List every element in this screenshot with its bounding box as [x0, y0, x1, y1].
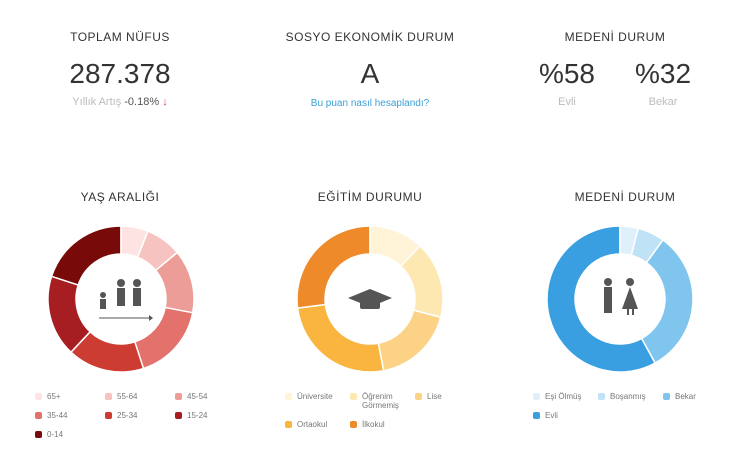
- legend-swatch: [598, 393, 605, 400]
- socio-grade: A: [360, 58, 380, 89]
- legend-item[interactable]: Lise: [415, 392, 480, 410]
- legend-swatch: [350, 421, 357, 428]
- legend-swatch: [415, 393, 422, 400]
- single-stat: %32 Bekar: [635, 44, 691, 108]
- total-population-card: TOPLAM NÜFUS 287.378 Yıllık Artış -0.18%…: [40, 30, 200, 108]
- legend-label: Evli: [545, 411, 558, 420]
- education-legend: Üniversite Öğrenim Görmemiş Lise Ortaokul İl…: [285, 392, 480, 429]
- arrow-down-icon: ↓: [162, 96, 168, 108]
- donut-slice[interactable]: [630, 227, 664, 264]
- donut-slice[interactable]: [377, 309, 442, 372]
- growth-value: -0.18%: [124, 96, 160, 108]
- stat-value: %32: [635, 58, 692, 89]
- legend-label: 35-44: [47, 411, 68, 420]
- legend-swatch: [285, 393, 292, 400]
- legend-item[interactable]: 45-54: [175, 392, 245, 401]
- legend-label: 0-14: [47, 430, 64, 439]
- marital-summary-card: MEDENİ DURUM %58 Evli %32 Bekar: [525, 30, 705, 108]
- legend-label: 55-64: [117, 392, 138, 401]
- legend-item[interactable]: 0-14: [35, 430, 105, 439]
- legend-item[interactable]: 35-44: [35, 411, 105, 420]
- donut-slice[interactable]: [640, 238, 694, 364]
- legend-swatch: [285, 421, 292, 428]
- donut-slice[interactable]: [296, 303, 385, 373]
- card-title: TOPLAM NÜFUS: [70, 30, 170, 44]
- growth-row: Yıllık Artış -0.18% ↓: [40, 96, 200, 108]
- donut-slice[interactable]: [69, 330, 145, 373]
- donut-slice[interactable]: [546, 225, 657, 373]
- legend-item[interactable]: Boşanmış: [598, 392, 663, 401]
- donut-slice[interactable]: [47, 275, 92, 354]
- legend-label: Ortaokul: [297, 420, 328, 429]
- legend-label: Öğrenim Görmemiş: [362, 392, 399, 410]
- population-value: 287.378: [69, 58, 171, 89]
- legend-label: Boşanmış: [610, 392, 646, 401]
- legend-label: Eşi Ölmüş: [545, 392, 582, 401]
- how-calculated-link[interactable]: Bu puan nasıl hesaplandı?: [310, 98, 430, 109]
- age-chart-title: YAŞ ARALIĞI: [80, 190, 160, 204]
- legend-item[interactable]: Eşi Ölmüş: [533, 392, 598, 401]
- legend-swatch: [350, 393, 357, 400]
- legend-swatch: [105, 412, 112, 419]
- legend-item[interactable]: Evli: [533, 411, 598, 420]
- legend-item[interactable]: İlkokul: [350, 420, 415, 429]
- age-legend: 65+ 55-64 45-54 35-44 25-34 15-24 0-14: [35, 392, 245, 439]
- legend-label: 25-34: [117, 411, 138, 420]
- legend-label: 15-24: [187, 411, 208, 420]
- donut-slice[interactable]: [133, 306, 194, 370]
- marital-legend: Eşi Ölmüş Boşanmış Bekar Evli: [533, 392, 728, 420]
- legend-item[interactable]: 15-24: [175, 411, 245, 420]
- donut-slice[interactable]: [399, 244, 444, 319]
- card-title: MEDENİ DURUM: [564, 30, 666, 44]
- legend-swatch: [105, 393, 112, 400]
- donut-slice[interactable]: [369, 225, 422, 268]
- growth-label: Yıllık Artış: [72, 96, 122, 108]
- legend-swatch: [35, 431, 42, 438]
- legend-item[interactable]: 65+: [35, 392, 105, 401]
- legend-item[interactable]: 25-34: [105, 411, 175, 420]
- legend-label: İlkokul: [362, 420, 385, 429]
- education-chart-title: EĞİTİM DURUMU: [317, 190, 423, 204]
- stat-label: Bekar: [648, 96, 678, 108]
- legend-item[interactable]: Üniversite: [285, 392, 350, 410]
- legend-swatch: [175, 393, 182, 400]
- legend-swatch: [35, 412, 42, 419]
- donut-slice[interactable]: [154, 251, 195, 314]
- marital-donut-chart: [546, 225, 694, 373]
- couple-icon: [604, 278, 638, 315]
- donut-slice[interactable]: [136, 230, 179, 272]
- education-donut-chart: [296, 225, 444, 373]
- stat-label: Evli: [558, 96, 576, 108]
- stat-value: %58: [538, 58, 595, 89]
- donut-slice[interactable]: [120, 225, 149, 259]
- legend-item[interactable]: Bekar: [663, 392, 728, 401]
- legend-swatch: [175, 412, 182, 419]
- legend-label: 65+: [47, 392, 61, 401]
- married-stat: %58 Evli: [539, 44, 595, 108]
- legend-label: Üniversite: [297, 392, 333, 401]
- legend-item[interactable]: Ortaokul: [285, 420, 350, 429]
- marital-chart-title: MEDENİ DURUM: [574, 190, 676, 204]
- donut-slice[interactable]: [50, 225, 122, 287]
- legend-label: Bekar: [675, 392, 696, 401]
- legend-label: Lise: [427, 392, 442, 401]
- graduation-cap-icon: [348, 289, 392, 309]
- legend-item[interactable]: Öğrenim Görmemiş: [350, 392, 415, 410]
- card-title: SOSYO EKONOMİK DURUM: [285, 30, 455, 44]
- legend-item[interactable]: 55-64: [105, 392, 175, 401]
- legend-swatch: [533, 412, 540, 419]
- age-donut-chart: [47, 225, 195, 373]
- donut-slice[interactable]: [619, 225, 640, 257]
- legend-label: 45-54: [187, 392, 208, 401]
- family-icon: [99, 279, 153, 321]
- socio-economic-card: SOSYO EKONOMİK DURUM A Bu puan nasıl hes…: [265, 30, 475, 109]
- legend-swatch: [533, 393, 540, 400]
- legend-swatch: [663, 393, 670, 400]
- legend-swatch: [35, 393, 42, 400]
